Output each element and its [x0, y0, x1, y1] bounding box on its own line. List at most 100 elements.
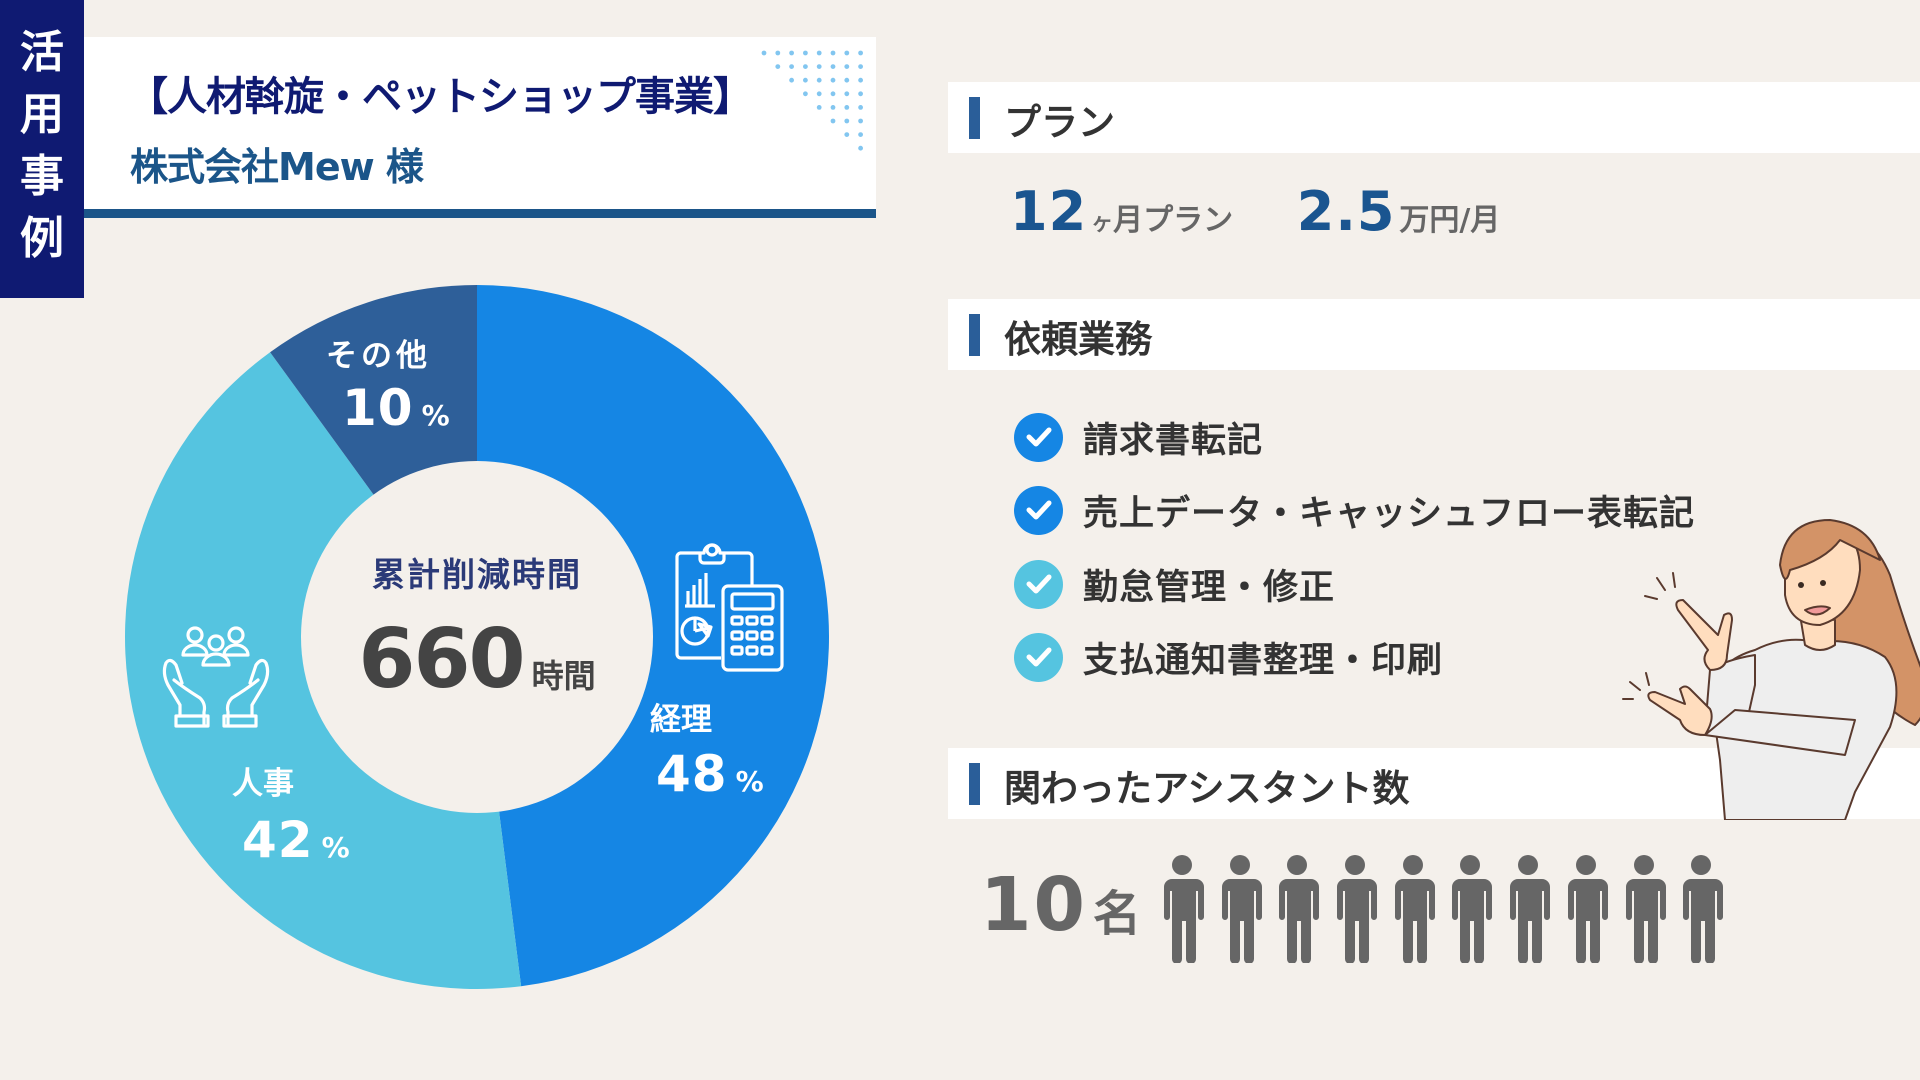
decor-dot	[775, 50, 781, 56]
check-circle-icon	[1014, 559, 1063, 609]
task-item: 勤怠管理・修正	[1014, 559, 1335, 609]
decor-dot	[830, 50, 836, 56]
person-icon	[1164, 855, 1204, 963]
plan-months-unit: ヶ月プラン	[1091, 203, 1234, 238]
decor-dot	[789, 64, 794, 69]
person-icon	[1221, 855, 1262, 963]
decor-dot	[830, 105, 836, 110]
decor-dot	[816, 64, 822, 69]
person-icon	[1510, 855, 1551, 963]
industry-title: 【人材斡旋・ペットショップ事業】	[128, 74, 753, 120]
slice-unit: %	[321, 831, 350, 864]
tag-char: 例	[20, 213, 64, 264]
decor-dot	[858, 145, 863, 151]
checkmark-icon	[1026, 647, 1051, 667]
decor-dot	[803, 77, 808, 83]
decor-dot	[844, 91, 850, 97]
slice-unit: %	[421, 399, 450, 432]
decor-dot	[789, 77, 794, 83]
slice-label-accounting: 経理 48%	[650, 694, 764, 803]
decor-dot	[775, 64, 781, 69]
decor-dot	[789, 50, 794, 56]
slice-name: その他	[326, 338, 431, 374]
decor-dot	[858, 118, 863, 124]
task-label: 売上データ・キャッシュフロー表転記	[1083, 493, 1696, 534]
person-icon	[1683, 855, 1724, 963]
decor-dot	[830, 77, 836, 83]
person-icon	[1625, 855, 1666, 963]
decor-dot	[844, 132, 850, 137]
section-header-plan: プラン	[948, 82, 1920, 153]
section-title: プラン	[1004, 101, 1115, 144]
section-accent-bar	[969, 314, 980, 356]
section-title: 依頼業務	[1004, 318, 1152, 361]
person-icon	[1394, 855, 1435, 963]
task-label: 支払通知書整理・印刷	[1083, 640, 1444, 681]
section-header-tasks: 依頼業務	[948, 299, 1920, 370]
assistant-count-number: 10	[980, 862, 1087, 948]
decor-dot	[830, 64, 836, 69]
decor-dot	[816, 91, 822, 97]
decor-dot	[844, 64, 850, 69]
slice-unit: %	[735, 765, 764, 798]
check-circle-icon	[1014, 412, 1063, 462]
tag-char: 事	[20, 151, 64, 202]
donut-hole	[301, 461, 653, 813]
decor-dot	[844, 105, 850, 110]
decor-dot	[844, 118, 850, 124]
decor-dot	[816, 105, 822, 110]
section-accent-bar	[969, 97, 980, 139]
reduction-donut-chart	[124, 285, 830, 989]
person-icon	[1279, 855, 1320, 963]
header-card	[84, 37, 876, 209]
check-circle-icon	[1014, 485, 1063, 535]
tag-char: 活	[20, 27, 64, 78]
slice-name: 人事	[232, 766, 294, 802]
check-circle-icon	[1014, 632, 1063, 682]
company-name: 株式会社Mew 様	[130, 145, 424, 189]
task-label: 勤怠管理・修正	[1083, 567, 1336, 608]
decor-dot	[858, 105, 863, 110]
slice-value: 10	[342, 379, 414, 437]
slice-name: 経理	[650, 702, 712, 738]
decor-dot	[858, 64, 863, 69]
assistant-count: 10 名	[980, 862, 1141, 948]
checkmark-icon	[1026, 500, 1051, 520]
decor-dot	[803, 50, 808, 56]
task-item: 支払通知書整理・印刷	[1014, 632, 1443, 682]
slice-value: 42	[242, 811, 314, 869]
total-hours: 660	[358, 612, 525, 707]
total-hours-unit: 時間	[531, 657, 596, 695]
section-title: 関わったアシスタント数	[1004, 767, 1410, 810]
decor-dot	[803, 64, 808, 69]
assistant-count-unit: 名	[1092, 886, 1141, 942]
section-accent-bar	[969, 763, 980, 805]
checkmark-icon	[1026, 574, 1051, 594]
task-item: 売上データ・キャッシュフロー表転記	[1014, 485, 1695, 535]
dot-pattern-decoration	[761, 50, 863, 151]
decor-dot	[830, 91, 836, 97]
decor-dot	[858, 91, 863, 97]
task-item: 請求書転記	[1014, 412, 1263, 462]
decor-dot	[761, 50, 767, 56]
checkmark-icon	[1026, 427, 1051, 447]
accounting-calculator-icon	[675, 543, 784, 672]
person-icon	[1452, 855, 1493, 963]
plan-price: 2.5	[1296, 180, 1396, 243]
donut-center-value: 660 時間	[300, 612, 654, 707]
slice-value: 48	[656, 745, 728, 803]
decor-dot	[816, 50, 822, 56]
woman-pointing-illustration	[1622, 519, 1920, 820]
decor-dot	[844, 50, 850, 56]
plan-details: 12 ヶ月プラン 2.5 万円/月	[1010, 180, 1500, 243]
decor-dot	[803, 91, 808, 97]
plan-months: 12	[1010, 180, 1088, 243]
donut-center-title: 累計削減時間	[372, 555, 582, 594]
hr-people-hands-icon	[162, 626, 270, 728]
task-label: 請求書転記	[1083, 420, 1264, 461]
assistant-icons	[1160, 855, 1737, 963]
decor-dot	[816, 77, 822, 83]
slice-label-hr: 人事 42%	[232, 758, 350, 869]
header-underline	[84, 209, 876, 218]
slice-label-other: その他 10%	[326, 330, 450, 437]
